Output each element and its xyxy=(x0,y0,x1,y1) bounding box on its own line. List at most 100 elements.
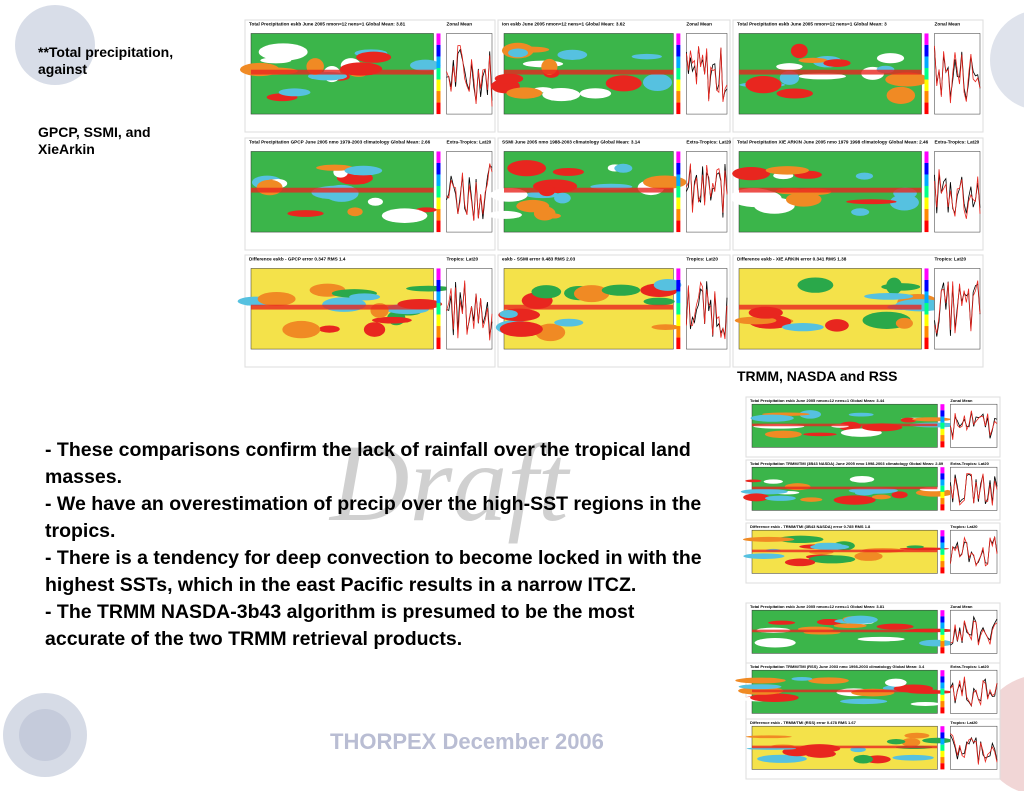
map-field xyxy=(910,702,941,706)
map-field xyxy=(738,684,782,690)
map-field xyxy=(278,88,311,97)
colorbar xyxy=(436,102,441,115)
map-field xyxy=(745,479,762,483)
map-field xyxy=(876,53,905,64)
colorbar xyxy=(676,56,681,68)
side-title: Extra-Tropics: Lat20 xyxy=(447,140,492,145)
colorbar xyxy=(924,68,929,80)
map-field xyxy=(750,414,794,422)
map-field xyxy=(499,309,518,319)
map-field xyxy=(849,476,875,483)
map-field xyxy=(823,59,851,67)
side-title: Zonal Mean xyxy=(935,22,961,27)
colorbar xyxy=(940,441,945,448)
colorbar xyxy=(436,220,441,233)
map-field xyxy=(406,285,451,292)
side-curve xyxy=(950,536,998,567)
side-title: Extra-Tropics: Lat20 xyxy=(686,140,731,145)
map-field xyxy=(605,75,642,92)
side-title: Tropics: Lat20 xyxy=(950,524,978,529)
map-field xyxy=(642,73,673,92)
side-title: Extra-Tropics: Lat20 xyxy=(935,140,980,145)
map-field xyxy=(777,535,824,544)
colorbar xyxy=(940,435,945,442)
side-curve xyxy=(950,620,998,646)
map-field xyxy=(785,192,822,207)
colorbar xyxy=(940,554,945,562)
side-plot xyxy=(950,725,998,770)
map-field xyxy=(854,551,883,561)
colorbar xyxy=(924,44,929,57)
colorbar xyxy=(940,416,945,423)
map-field xyxy=(886,86,916,104)
map-band xyxy=(251,69,434,75)
colorbar xyxy=(924,174,929,186)
colorbar xyxy=(940,641,945,648)
map-field xyxy=(740,488,788,495)
colorbar xyxy=(940,634,945,642)
map-field xyxy=(843,615,878,624)
colorbar xyxy=(940,744,945,751)
note: GPCP, SSMI, and XieArkin xyxy=(38,124,151,157)
map-field xyxy=(791,676,813,681)
colorbar xyxy=(436,56,441,68)
colorbar xyxy=(924,314,929,327)
colorbar xyxy=(924,186,929,198)
map-field xyxy=(848,412,874,417)
map-field xyxy=(579,88,612,99)
map-field xyxy=(757,754,807,763)
colorbar xyxy=(924,56,929,68)
colorbar xyxy=(436,337,441,350)
colorbar xyxy=(676,68,681,80)
colorbar xyxy=(676,79,681,92)
colorbar xyxy=(924,268,929,280)
map-field xyxy=(851,208,870,216)
panel-title: Difference eskb - TRMM/TMI (3B43 NASDA) … xyxy=(750,524,871,529)
colorbar xyxy=(436,33,441,45)
side-title: Zonal Mean xyxy=(686,22,712,27)
side-title: Tropics: Lat20 xyxy=(686,257,718,262)
side-plot xyxy=(950,529,998,574)
map-field xyxy=(919,639,953,647)
colorbar xyxy=(436,186,441,198)
map-field xyxy=(546,213,561,219)
map-field xyxy=(781,323,824,332)
colorbar xyxy=(940,694,945,702)
panel-title: Total Precipitation eskb June 2005 nmon=… xyxy=(249,22,406,27)
map-field xyxy=(653,279,682,291)
map-field xyxy=(651,324,680,330)
map-field xyxy=(344,165,383,176)
side-plot xyxy=(446,151,493,233)
colorbar xyxy=(940,504,945,511)
map-field xyxy=(854,490,874,496)
colorbar xyxy=(436,174,441,186)
colorbar xyxy=(940,491,945,499)
panel-title: Difference eskb - GPCP error 0.347 RMS 1… xyxy=(249,257,346,262)
side-curve xyxy=(685,280,728,340)
map-field xyxy=(735,677,786,684)
map-field xyxy=(573,285,610,303)
map-field xyxy=(784,558,816,567)
colorbar xyxy=(676,303,681,315)
map-field xyxy=(743,493,770,502)
map-field xyxy=(891,491,908,499)
note: **Total precipitation, against xyxy=(38,44,174,77)
colorbar xyxy=(940,682,945,689)
ncep-logo xyxy=(15,5,95,85)
bullet: - The TRMM NASDA-3b43 algorithm is presu… xyxy=(45,601,635,650)
map-field xyxy=(814,542,842,547)
map-field xyxy=(745,75,782,94)
map-field xyxy=(776,63,803,71)
map-field xyxy=(316,164,354,171)
colorbar xyxy=(924,291,929,303)
colorbar xyxy=(676,33,681,45)
map-field xyxy=(410,59,441,71)
map-field xyxy=(846,199,897,205)
panel-title: Total Precipitation GPCP June 2005 nmo 1… xyxy=(249,140,431,145)
colorbar xyxy=(676,91,681,103)
map-field xyxy=(800,497,823,502)
colorbar xyxy=(940,498,945,505)
panel-title: Total Precipitation eskb June 2005 nmon=… xyxy=(750,604,885,609)
colorbar xyxy=(924,197,929,210)
